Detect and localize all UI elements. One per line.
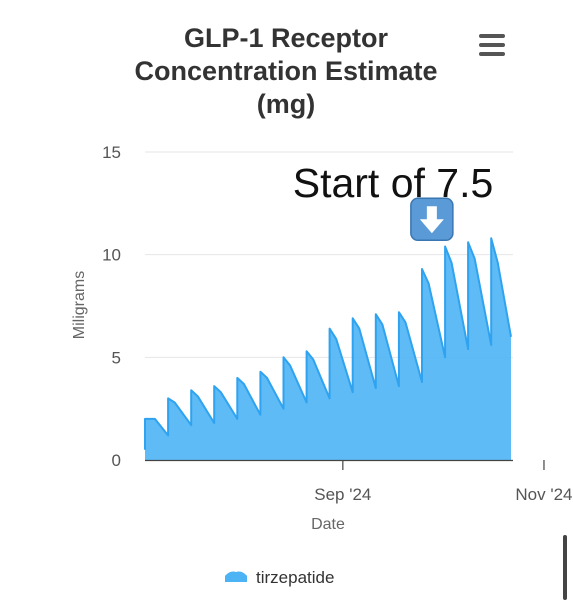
y-tick-label: 15 (102, 143, 121, 162)
down-arrow-icon (410, 197, 454, 242)
hamburger-menu-icon-line (479, 52, 505, 56)
series-area-tirzepatide (145, 238, 511, 460)
series-line-tirzepatide (144, 237, 512, 450)
y-tick-label: 5 (112, 348, 121, 367)
legend-item-label: tirzepatide (256, 568, 334, 587)
x-tick-label: Sep '24 (314, 485, 371, 504)
hamburger-menu-icon (479, 34, 505, 38)
x-axis-title: Date (311, 516, 345, 533)
scrollbar[interactable] (563, 535, 567, 600)
x-tick-label: Nov '24 (515, 485, 572, 504)
y-tick-label: 10 (102, 246, 121, 265)
axes: 0 5 10 15 Sep '24 Nov '24 (102, 143, 572, 504)
annotation-text: Start of 7.5 (293, 160, 494, 206)
chart-title: GLP-1 Receptor Concentration Estimate (mg) (134, 23, 438, 119)
y-axis-title: Miligrams (71, 271, 88, 339)
legend[interactable]: tirzepatide (225, 568, 334, 587)
plot-area (144, 237, 512, 460)
chart-menu-button[interactable] (476, 34, 508, 62)
y-tick-label: 0 (112, 451, 121, 470)
hamburger-menu-icon-line (479, 43, 505, 47)
